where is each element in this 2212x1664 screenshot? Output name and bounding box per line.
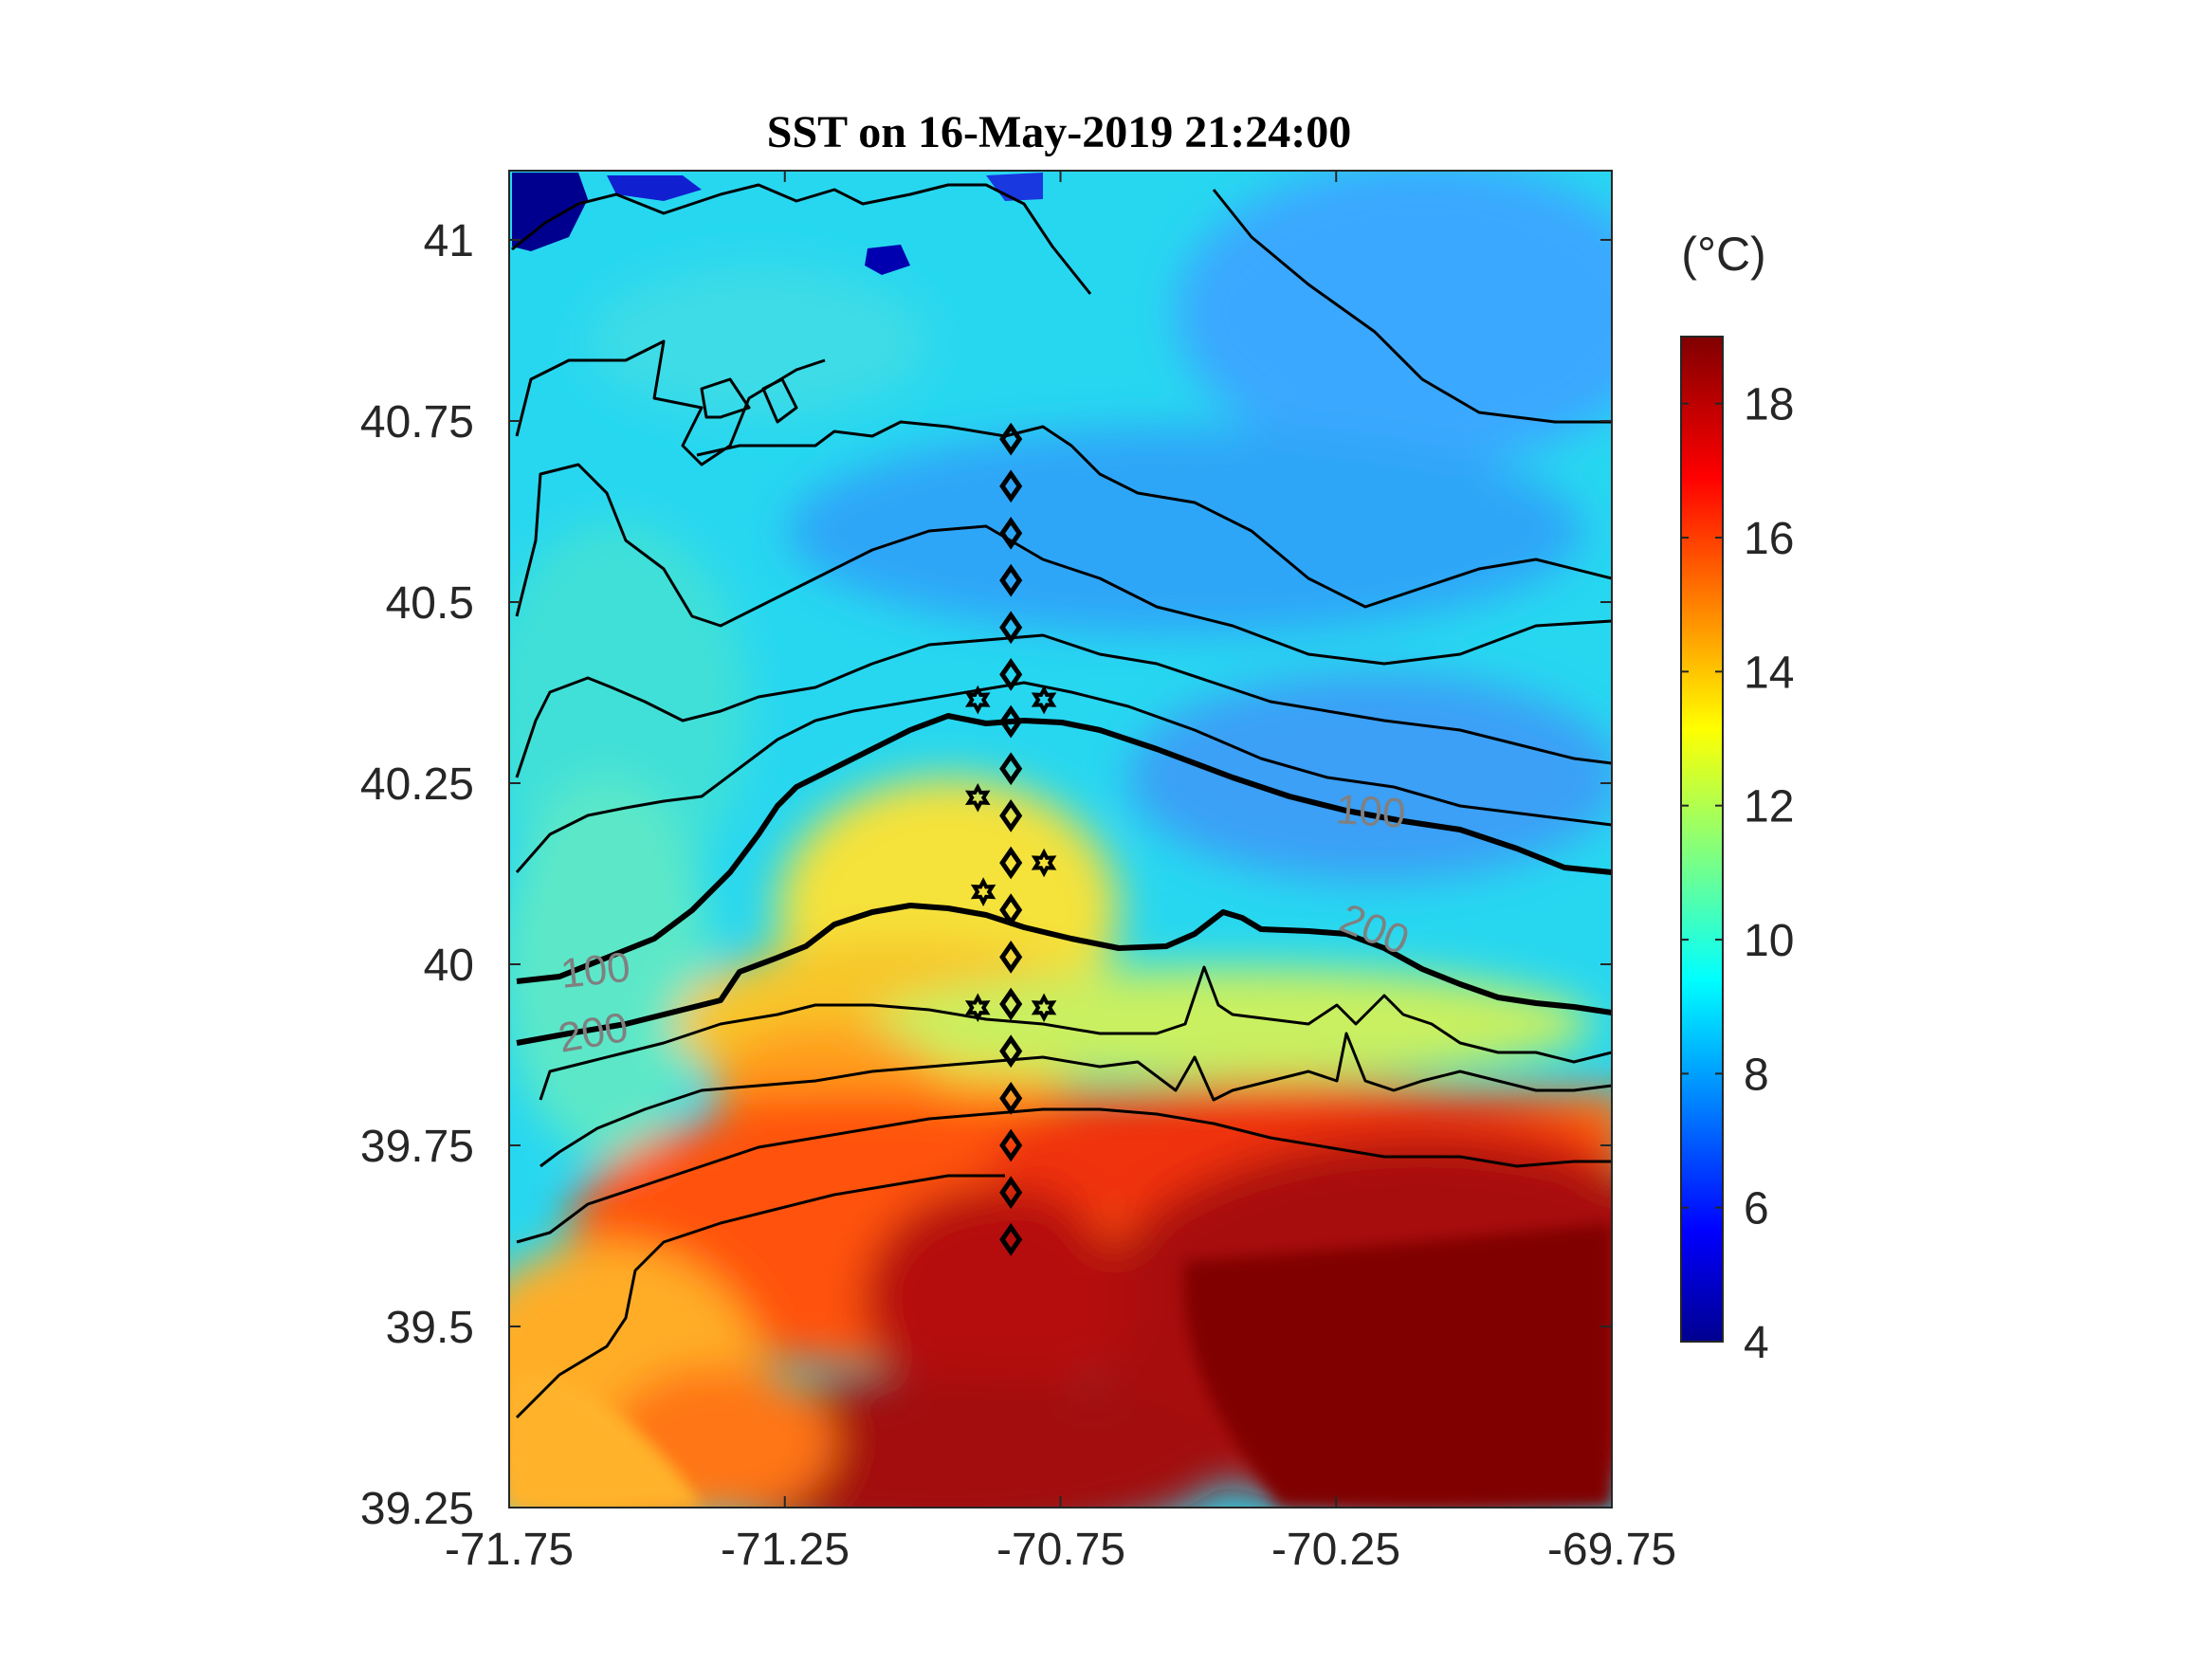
x-tick-label: -71.75 bbox=[445, 1525, 574, 1575]
colorbar-ticks bbox=[1681, 402, 1723, 1343]
colorbar-gradient bbox=[1680, 336, 1724, 1343]
station-diamond bbox=[999, 517, 1023, 550]
colorbar-tick-label: 16 bbox=[1744, 514, 1794, 564]
station-star bbox=[1031, 993, 1057, 1023]
x-axis-ticks bbox=[508, 171, 1613, 1508]
station-diamond bbox=[999, 563, 1023, 597]
station-diamond bbox=[999, 798, 1023, 832]
station-diamond bbox=[999, 611, 1023, 645]
colorbar: (°C) 4 6 8 10 12 14 16 18 bbox=[1680, 228, 1794, 1368]
isobath-line bbox=[539, 965, 1612, 1101]
isobath-line bbox=[515, 1174, 1005, 1419]
station-diamond bbox=[999, 1081, 1023, 1115]
colorbar-unit-label: (°C) bbox=[1681, 228, 1765, 281]
station-star bbox=[1031, 685, 1057, 715]
isobath-line bbox=[515, 633, 1612, 778]
isobath-line bbox=[515, 463, 1612, 666]
x-tick-label: -71.25 bbox=[721, 1525, 850, 1575]
station-star bbox=[964, 783, 991, 813]
station-diamond bbox=[999, 704, 1023, 739]
station-diamond bbox=[999, 1222, 1023, 1256]
contour-label-100-west: 100 bbox=[558, 944, 632, 997]
station-star bbox=[1031, 848, 1057, 878]
y-tick-label: 39.75 bbox=[360, 1122, 474, 1172]
station-star bbox=[970, 877, 996, 906]
colorbar-tick-label: 10 bbox=[1744, 916, 1794, 966]
station-diamond bbox=[999, 422, 1023, 456]
isobath-contours bbox=[511, 183, 1612, 1419]
isobath-line bbox=[696, 420, 1612, 609]
isobath-line bbox=[700, 377, 798, 424]
y-tick-label: 39.5 bbox=[386, 1303, 474, 1353]
station-diamond bbox=[999, 1128, 1023, 1162]
isobath-line bbox=[516, 1107, 1612, 1244]
x-tick-label: -69.75 bbox=[1547, 1525, 1676, 1575]
station-diamond bbox=[999, 940, 1023, 974]
isobath-line bbox=[511, 183, 1092, 295]
x-tick-label: -70.25 bbox=[1271, 1525, 1400, 1575]
colorbar-tick-label: 6 bbox=[1744, 1184, 1769, 1234]
station-diamond bbox=[999, 658, 1023, 691]
station-star bbox=[964, 993, 991, 1023]
station-diamond bbox=[999, 893, 1023, 927]
isobath-line bbox=[1212, 189, 1612, 424]
map-title: SST on 16-May-2019 21:24:00 bbox=[767, 107, 1351, 157]
isobath-100m bbox=[516, 713, 1612, 984]
colorbar-labels: 4 6 8 10 12 14 16 18 bbox=[1744, 380, 1794, 1368]
station-diamond bbox=[999, 469, 1023, 503]
station-diamond bbox=[999, 1176, 1023, 1210]
x-tick-label: -70.75 bbox=[996, 1525, 1125, 1575]
isobath-line bbox=[539, 1032, 1612, 1168]
x-axis-labels: -71.75 -71.25 -70.75 -70.25 -69.75 bbox=[445, 1525, 1676, 1575]
isobath-200m bbox=[516, 903, 1612, 1046]
y-tick-label: 40.5 bbox=[386, 578, 474, 629]
colorbar-tick-label: 18 bbox=[1744, 380, 1794, 430]
colorbar-tick-label: 4 bbox=[1744, 1318, 1769, 1368]
station-diamonds bbox=[999, 422, 1023, 1256]
y-tick-label: 40.25 bbox=[360, 759, 474, 810]
isobath-line bbox=[515, 681, 1612, 873]
colorbar-tick-label: 8 bbox=[1744, 1050, 1769, 1100]
station-diamond bbox=[999, 1034, 1023, 1069]
y-axis-ticks bbox=[509, 239, 1612, 1509]
sst-field bbox=[509, 171, 1612, 1508]
station-diamond bbox=[999, 846, 1023, 880]
y-tick-label: 40 bbox=[424, 941, 474, 991]
colorbar-tick-label: 14 bbox=[1744, 648, 1794, 698]
colorbar-tick-label: 12 bbox=[1744, 782, 1794, 832]
station-diamond bbox=[999, 752, 1023, 786]
station-diamond bbox=[999, 987, 1023, 1021]
contour-label-100-east: 100 bbox=[1334, 786, 1407, 837]
y-axis-labels: 39.25 39.5 39.75 40 40.25 40.5 40.75 41 bbox=[360, 216, 474, 1534]
y-tick-label: 39.25 bbox=[360, 1484, 474, 1534]
station-stars bbox=[964, 685, 1057, 1023]
y-tick-label: 41 bbox=[424, 216, 474, 266]
isobath-line bbox=[515, 339, 826, 466]
station-star bbox=[964, 685, 991, 715]
y-tick-label: 40.75 bbox=[360, 397, 474, 448]
